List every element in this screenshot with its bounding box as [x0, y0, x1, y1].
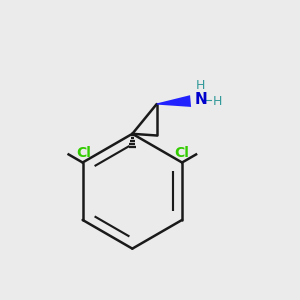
Text: H: H [213, 95, 222, 108]
Text: Cl: Cl [76, 146, 91, 160]
Text: N: N [194, 92, 207, 107]
Text: H: H [196, 79, 206, 92]
Text: Cl: Cl [174, 146, 189, 160]
Polygon shape [157, 95, 191, 107]
